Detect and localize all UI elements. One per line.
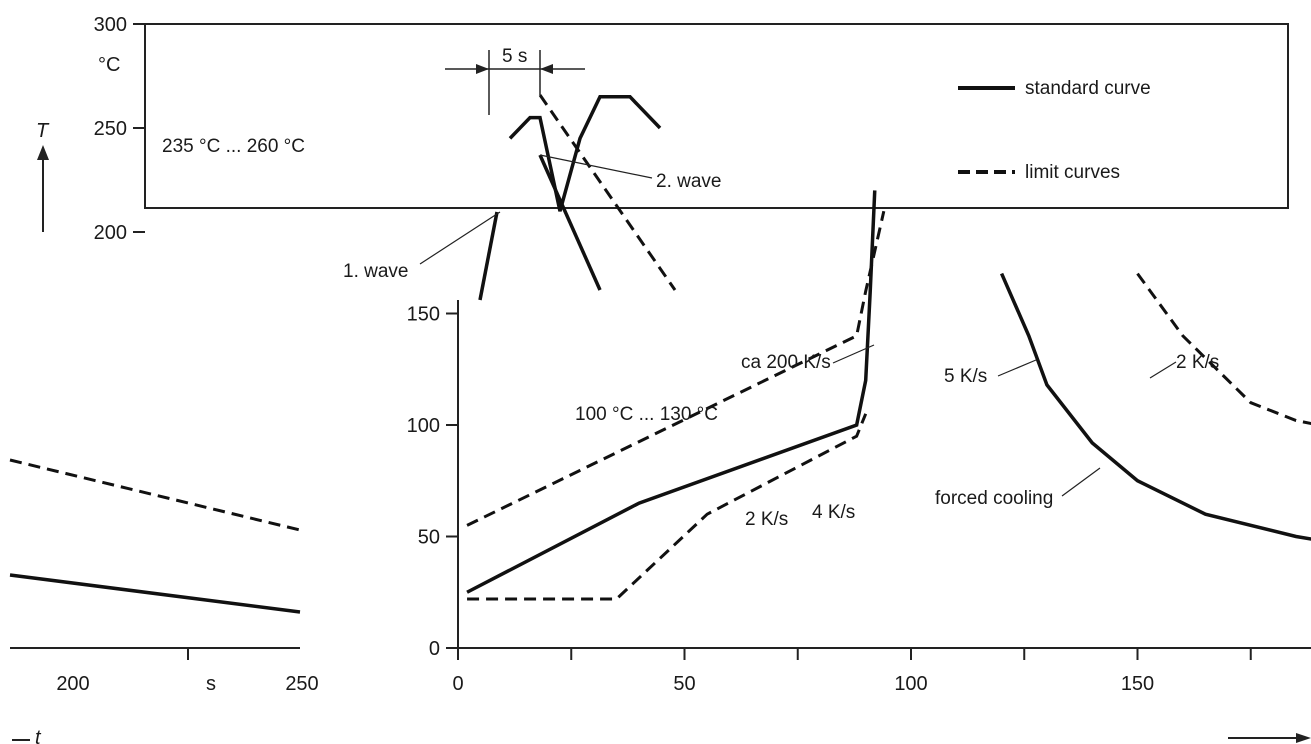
y-axis-title: T (36, 120, 50, 232)
dwell-label: 5 s (502, 46, 527, 67)
x-axis-arrowhead (1296, 733, 1311, 743)
y-tick-label: 250 (94, 118, 127, 140)
x-tick-label: 100 (894, 673, 927, 695)
peak-range-label: 235 °C ... 260 °C (162, 136, 305, 157)
x-tick-label: 250 (285, 673, 318, 695)
wave1-leader (419, 211, 501, 265)
ramp-fast-leader (832, 344, 875, 364)
cool-5ks-label: 5 K/s (944, 366, 987, 387)
standard-curve-tail (9, 573, 301, 614)
legend-box (144, 23, 1289, 209)
x-axis-ticks: 0 50 100 150 200 250 (56, 648, 1252, 695)
limit-curve-upper-preheat (466, 210, 886, 527)
x-tick-label: 50 (673, 673, 695, 695)
standard-curve-descent (538, 154, 602, 291)
y-tick-label: 100 (407, 415, 440, 437)
limit-curve-lower (467, 413, 868, 601)
y-axis-arrowhead (37, 145, 49, 160)
standard-curve-ascent (478, 211, 499, 301)
y-unit-label: °C (98, 54, 120, 76)
standard-curve-cooling (999, 272, 1311, 541)
limit-curve-upper-cooling (1136, 272, 1311, 426)
dwell-marker: 5 s (445, 46, 585, 115)
preheat-range-label: 100 °C ... 130 °C (575, 404, 718, 425)
x-tick-label: 200 (56, 673, 89, 695)
limit-curve-upper-tail (9, 458, 301, 532)
wave2-label: 2. wave (656, 171, 721, 192)
x-unit-label: s (206, 673, 216, 695)
y-tick-label: 200 (94, 222, 127, 244)
y-tick-label: 50 (418, 527, 440, 549)
ramp-fast-label: ca 200 K/s (741, 352, 831, 373)
cool-2ks-label: 2 K/s (1176, 352, 1219, 373)
x-tick-label: 0 (452, 673, 463, 695)
ramp-4ks-label: 4 K/s (812, 502, 855, 523)
cool-2ks-leader (1149, 361, 1177, 379)
wave1-label: 1. wave (343, 261, 408, 282)
forced-cooling-leader (1061, 467, 1101, 497)
legend-standard-label: standard curve (1025, 78, 1151, 99)
limit-curve-upper-wave (538, 94, 677, 291)
x-axis-title: t (12, 727, 1311, 744)
y-axis-label: T (36, 120, 50, 142)
x-axis-label: t (35, 727, 42, 744)
y-axis-ticks: 300 250 200 150 100 50 0 (94, 14, 458, 660)
legend-limit-label: limit curves (1025, 162, 1120, 183)
dwell-arrow-left (540, 64, 553, 74)
ramp-2ks-label: 2 K/s (745, 509, 788, 530)
wave2-leader (539, 154, 653, 179)
y-tick-label: 300 (94, 14, 127, 36)
legend: standard curve limit curves (958, 78, 1151, 183)
y-tick-label: 0 (429, 638, 440, 660)
x-tick-label: 150 (1121, 673, 1154, 695)
series-layer (9, 94, 1311, 614)
forced-cooling-label: forced cooling (935, 488, 1053, 509)
standard-curve-preheat (466, 190, 877, 594)
dwell-arrow-right (476, 64, 489, 74)
standard-curve-waves (508, 95, 662, 212)
y-tick-label: 150 (407, 304, 440, 326)
cool-5ks-leader (997, 359, 1037, 377)
